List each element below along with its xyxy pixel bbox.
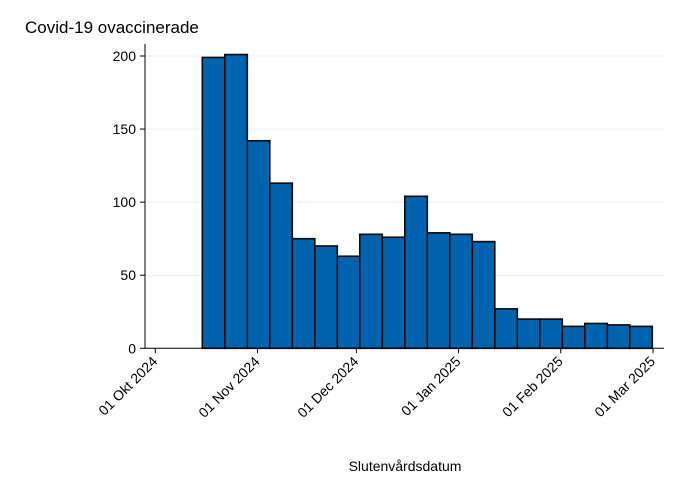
- bar-2024-12-16: [403, 195, 429, 350]
- bar-2024-12-09: [381, 236, 406, 350]
- bar-2025-01-20: [516, 318, 541, 350]
- bar-2024-11-18: [313, 245, 339, 350]
- bar-2024-10-28: [246, 139, 271, 350]
- bar-2024-11-25: [336, 255, 361, 350]
- x-tick-label: 01 Jan 2025: [398, 353, 464, 419]
- y-tick-label: 50: [120, 267, 136, 283]
- y-axis: 0 50 100 150 200: [113, 44, 146, 356]
- bar-2024-12-02: [358, 233, 384, 350]
- bar-2024-10-14: [201, 56, 226, 350]
- bar-2024-10-21: [224, 53, 249, 350]
- x-tick-label: 01 Okt 2024: [95, 353, 160, 418]
- bar-2024-12-30: [448, 233, 474, 350]
- bar-2024-12-23: [426, 232, 451, 350]
- x-tick-label: 01 Dec 2024: [294, 353, 362, 421]
- bar-2024-11-11: [291, 237, 316, 350]
- bar-2025-02-24: [628, 325, 654, 350]
- x-tick-label: 01 Feb 2025: [499, 353, 566, 420]
- y-tick-label: 100: [113, 194, 137, 210]
- x-axis: 01 Okt 2024 01 Nov 2024 01 Dec 2024 01 Jan …: [95, 347, 664, 421]
- bar-2025-01-13: [493, 308, 519, 350]
- y-tick-label: 200: [113, 48, 137, 64]
- x-tick-label: 01 Nov 2024: [195, 353, 263, 421]
- bar-2025-02-03: [561, 325, 586, 350]
- x-tick-label: 01 Mar 2025: [591, 353, 658, 420]
- bar-2025-02-17: [606, 324, 631, 350]
- x-axis-label: Slutenvårdsdatum: [349, 458, 462, 474]
- bar-2025-01-27: [538, 318, 564, 350]
- y-tick-label: 0: [128, 340, 136, 356]
- bar-2024-11-04: [268, 182, 294, 350]
- bars: [201, 53, 654, 350]
- y-tick-label: 150: [113, 121, 137, 137]
- chart-title: Covid-19 ovaccinerade: [25, 18, 199, 37]
- bar-2025-01-06: [471, 240, 496, 350]
- bar-2025-02-10: [583, 322, 609, 350]
